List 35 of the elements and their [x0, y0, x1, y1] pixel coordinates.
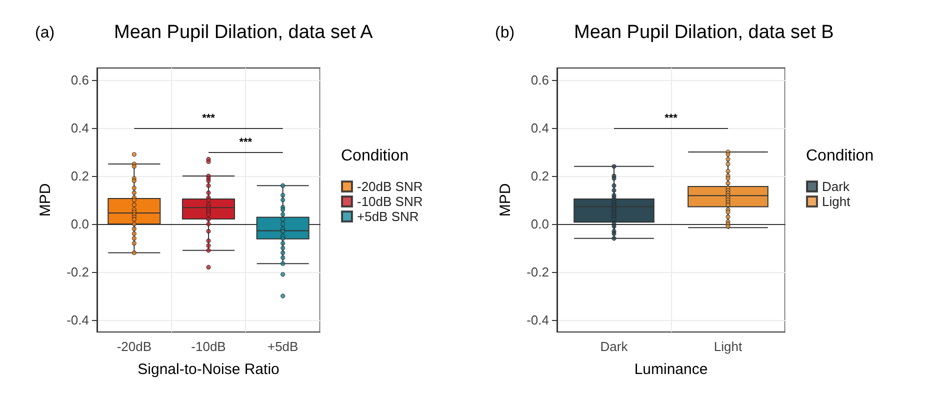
- legend-title: Condition: [806, 148, 874, 164]
- annotation: ***: [664, 112, 678, 124]
- y-tick-label: -0.4: [66, 312, 89, 328]
- y-tick-label: 0.6: [70, 72, 89, 88]
- y-tick-label: 0.6: [530, 72, 549, 88]
- legend-label: -20dB SNR: [357, 179, 423, 194]
- y-tick-label: -0.4: [526, 312, 549, 328]
- y-tick-label: 0.0: [70, 216, 89, 232]
- y-tick-label: -0.2: [66, 264, 89, 280]
- annotation: ***: [239, 136, 253, 148]
- legend-label: Dark: [822, 179, 850, 194]
- text: (b): [495, 24, 515, 42]
- y-axis-title: MPD: [37, 183, 54, 217]
- legend-label: +5dB SNR: [357, 209, 419, 224]
- x-tick-label: +5dB: [267, 339, 298, 354]
- x-axis-title: Luminance: [634, 361, 708, 378]
- x-tick-label: Dark: [600, 339, 628, 354]
- legend-label: -10dB SNR: [357, 194, 423, 209]
- y-tick-label: 0.2: [530, 168, 549, 184]
- legend-title: Condition: [341, 148, 409, 164]
- y-tick-label: -0.2: [526, 264, 549, 280]
- legend-label: Light: [822, 194, 851, 209]
- text: (a): [35, 24, 55, 42]
- y-tick-label: 0.4: [70, 120, 89, 136]
- x-tick-label: Light: [714, 339, 742, 354]
- annotation: ***: [202, 112, 216, 124]
- y-axis-title: MPD: [497, 183, 514, 217]
- x-tick-label: -10dB: [191, 339, 226, 354]
- y-tick-label: 0.2: [70, 168, 89, 184]
- y-tick-label: 0.0: [530, 216, 549, 232]
- x-axis-title: Signal-to-Noise Ratio: [138, 361, 280, 378]
- chart-title: Mean Pupil Dilation, data set B: [574, 22, 834, 43]
- chart-title: Mean Pupil Dilation, data set A: [114, 22, 374, 43]
- y-tick-label: 0.4: [530, 120, 549, 136]
- x-tick-label: -20dB: [116, 339, 152, 354]
